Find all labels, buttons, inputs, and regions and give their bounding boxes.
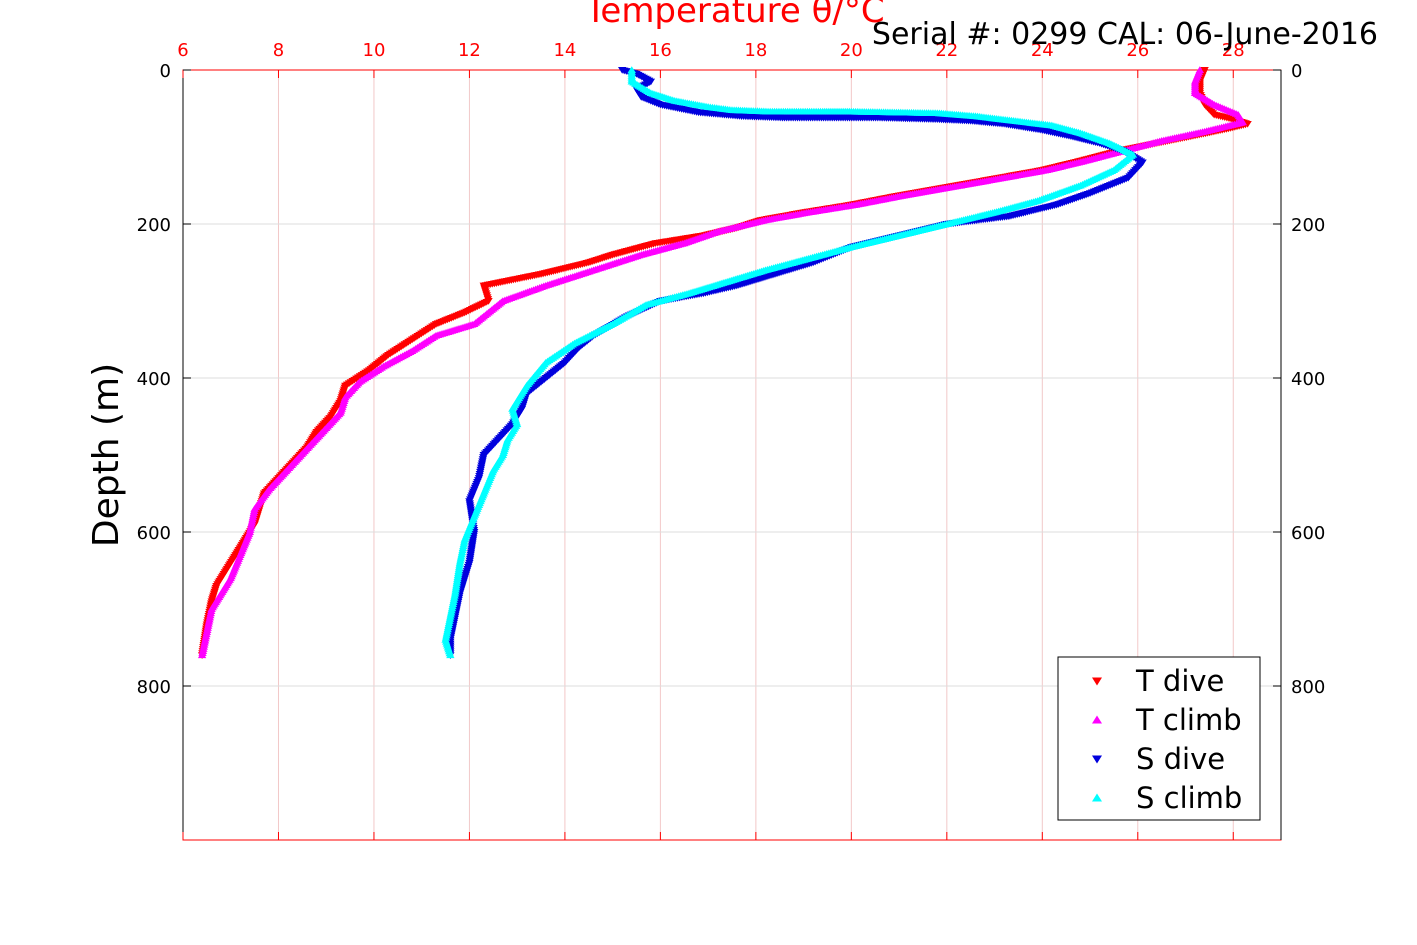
legend-marker: [1092, 755, 1102, 764]
legend-marker: [1092, 793, 1102, 802]
x-tick-label: 28: [1222, 40, 1245, 61]
legend-label: S climb: [1136, 781, 1242, 815]
y-tick-label-left: 600: [137, 523, 171, 544]
y-axis-label: Depth (m): [86, 363, 127, 547]
legend-box: [1057, 656, 1261, 821]
series-layer: [197, 66, 1252, 659]
y-tick-label-left: 0: [160, 61, 171, 82]
y-tick-label-left: 800: [137, 677, 171, 698]
grid-horizontal: [183, 69, 1281, 687]
legend-label: T dive: [1135, 664, 1224, 698]
x-tick-label: 20: [840, 40, 863, 61]
data-point: [446, 651, 455, 659]
x-tick-label: 22: [935, 40, 958, 61]
series-t-climb: [197, 66, 1248, 659]
legend-marker: [1092, 715, 1102, 724]
x-tick-label: 6: [177, 40, 188, 61]
data-point: [197, 651, 207, 659]
y-axis-ticks: 0 0 200 200 400 400 600 600 800 800: [137, 61, 1326, 698]
legend-marker: [1092, 677, 1102, 686]
chart-title: Temperature θ/°C: [584, 0, 884, 31]
legend-label: T climb: [1135, 703, 1242, 737]
legend: T dive T climb S dive S climb: [1057, 656, 1261, 821]
grid-vertical: [182, 70, 1234, 840]
y-tick-label-right: 200: [1291, 215, 1325, 236]
y-tick-label-right: 0: [1291, 61, 1302, 82]
x-tick-label: 12: [458, 40, 481, 61]
y-tick-label-right: 800: [1291, 677, 1325, 698]
x-tick-label: 26: [1126, 40, 1149, 61]
chart-subtitle: Serial #: 0299 CAL: 06-June-2016: [872, 17, 1378, 52]
x-tick-label: 14: [553, 40, 576, 61]
x-tick-label: 10: [363, 40, 386, 61]
y-tick-label-left: 400: [137, 369, 171, 390]
x-tick-label: 18: [744, 40, 767, 61]
series-s-climb: [441, 66, 1138, 659]
y-tick-label-right: 600: [1291, 523, 1325, 544]
y-tick-label-left: 200: [137, 215, 171, 236]
y-tick-label-right: 400: [1291, 369, 1325, 390]
x-tick-label: 16: [649, 40, 672, 61]
x-tick-label: 24: [1031, 40, 1054, 61]
x-tick-label: 8: [273, 40, 284, 61]
x-axis-ticks: 6 8 10 12 14 16 18 20 22 24 26 28: [177, 40, 1245, 840]
legend-label: S dive: [1136, 742, 1225, 776]
